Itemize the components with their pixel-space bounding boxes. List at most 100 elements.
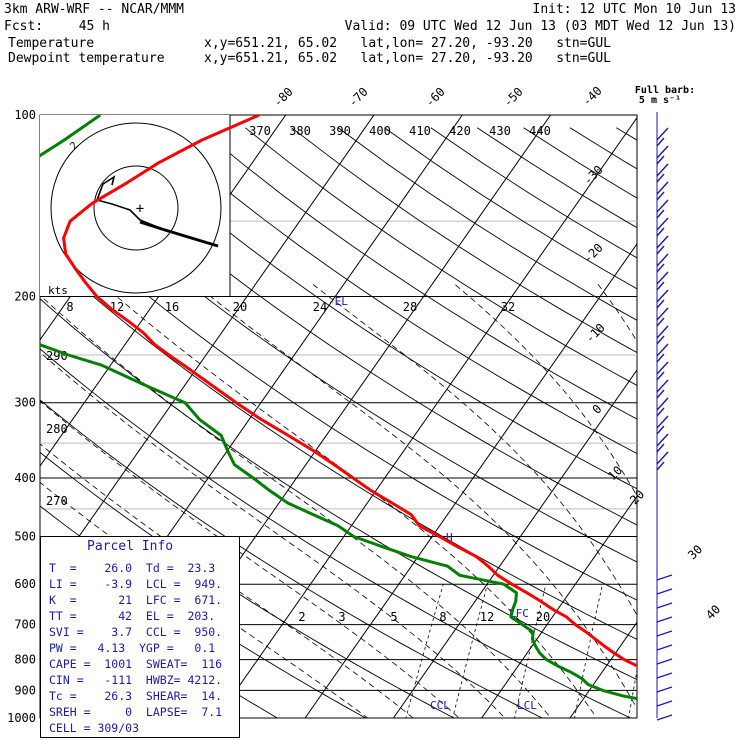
hodograph-units: kts <box>48 284 68 297</box>
moist-adiabat-line <box>193 282 637 710</box>
dry-adiabat-line <box>40 200 637 601</box>
wind-barb <box>656 379 669 393</box>
level-annotation: LCL <box>517 699 537 712</box>
wind-barb <box>656 307 669 321</box>
isotherm-label: -70 <box>346 85 371 110</box>
temperature-location: x,y=651.21, 65.02 lat,lon= 27.20, -93.20… <box>204 36 611 51</box>
level-annotation: H <box>446 531 453 544</box>
moist-adiabat-line <box>310 282 637 617</box>
isotherm-line <box>216 116 637 718</box>
moist-adiabat-line <box>596 282 637 343</box>
wind-barb <box>656 686 673 693</box>
barb-legend-value: 5 m s⁻¹ <box>639 95 681 106</box>
hodograph-outer-ring <box>50 122 222 294</box>
dry-adiabat-line <box>40 249 637 640</box>
wind-barb <box>656 700 673 707</box>
moist-adiabat-line <box>40 443 414 718</box>
moist-adiabat-line <box>40 351 506 718</box>
mixing-ratio-line <box>628 668 637 718</box>
wind-barb <box>656 137 665 147</box>
diagram-grid <box>40 115 740 731</box>
dry-adiabat-line <box>152 127 637 455</box>
pressure-tick-label: 1000 <box>7 711 36 725</box>
wind-barb <box>656 433 669 447</box>
parcel-row: TT = 42 EL = 203. <box>49 609 216 623</box>
parcel-row: CIN = -111 HWBZ= 4212. <box>49 673 223 687</box>
isotherm-line <box>392 369 637 718</box>
dry-adiabat-line <box>523 127 637 199</box>
parcel-info-title: Parcel Info <box>87 539 174 554</box>
isotherm-label: -80 <box>271 85 296 110</box>
wind-barb <box>656 173 665 183</box>
dry-adiabat-line <box>616 127 637 141</box>
hodograph-speed-label: 16 <box>165 300 179 314</box>
dewpoint-trace <box>40 115 637 701</box>
dry-adiabat-line <box>59 127 637 526</box>
mixing-ratio-label: 2 <box>298 610 305 624</box>
pressure-labels: 100 200 300 400 500 600 700 800 900 1000 <box>7 108 36 725</box>
mixing-ratio-line <box>574 584 603 718</box>
dry-adiabat-line <box>476 127 637 229</box>
theta-label: 380 <box>289 124 311 138</box>
moist-adiabat-line <box>40 481 369 718</box>
wind-barb <box>656 443 665 453</box>
wind-barb <box>656 371 665 381</box>
wind-barb <box>656 644 673 651</box>
parcel-row: SREH = 0 LAPSE= 7.1 <box>49 705 223 719</box>
wind-barb <box>656 407 665 417</box>
wind-barb <box>656 353 665 363</box>
parcel-row: Tc = 26.3 SHEAR= 14. <box>49 689 223 703</box>
sounding-traces <box>40 115 637 701</box>
pressure-tick-label: 600 <box>14 577 36 591</box>
wind-barb <box>656 181 669 195</box>
theta-label: 370 <box>249 124 271 138</box>
dry-adiabat-line <box>40 399 544 718</box>
hodograph-inner-ring <box>93 165 179 251</box>
wind-barb <box>656 289 669 303</box>
hodograph-speed-label: 32 <box>501 300 515 314</box>
wind-barb <box>656 425 665 435</box>
parcel-row: T = 26.0 Td = 23.3 <box>49 561 216 575</box>
mixing-ratio-label: 12 <box>480 610 494 624</box>
wind-barb <box>656 281 665 291</box>
wind-barb <box>656 253 669 267</box>
isotherm-label: -50 <box>501 85 526 110</box>
theta-label: 410 <box>409 124 431 138</box>
wind-barb <box>656 361 669 375</box>
dry-adiabat-line <box>40 348 632 718</box>
wind-barbs <box>656 112 673 721</box>
isotherm-line <box>658 115 740 718</box>
isotherm-label: -60 <box>423 85 448 110</box>
isotherm-label: 30 <box>685 542 705 562</box>
pressure-tick-label: 100 <box>14 108 36 122</box>
parcel-row: SVI = 3.7 CCL = 950. <box>49 625 223 639</box>
pressure-tick-label: 300 <box>14 396 36 410</box>
wind-barb <box>656 199 669 213</box>
hodograph-trace-bold <box>139 220 219 248</box>
mixing-ratio-label: 8 <box>439 610 446 624</box>
level-annotation: -EL <box>328 295 348 308</box>
level-annotation: CCL <box>430 699 450 712</box>
wind-barb <box>656 317 665 327</box>
isotherm-label: 40 <box>703 602 723 622</box>
wind-barb <box>656 672 673 679</box>
wind-barb <box>656 145 669 159</box>
moist-adiabat-line <box>453 282 637 497</box>
dry-adiabat-line <box>40 153 637 563</box>
wind-barb <box>656 616 673 623</box>
dry-adiabat-line <box>40 298 637 681</box>
dewpoint-location: x,y=651.21, 65.02 lat,lon= 27.20, -93.20… <box>204 51 611 66</box>
dry-adiabat-line <box>105 127 637 490</box>
wind-barb <box>656 461 665 471</box>
wind-barb <box>656 227 665 237</box>
pressure-tick-label: 500 <box>14 529 36 543</box>
theta-label: 430 <box>489 124 511 138</box>
moist-adiabat-line <box>712 283 740 731</box>
isotherm-label: 0 <box>590 402 605 417</box>
wind-barb <box>656 217 669 231</box>
parcel-row: LI = -3.9 LCL = 949. <box>49 577 223 591</box>
hodograph-speed-label: 28 <box>403 300 417 314</box>
wind-barb <box>656 714 673 721</box>
